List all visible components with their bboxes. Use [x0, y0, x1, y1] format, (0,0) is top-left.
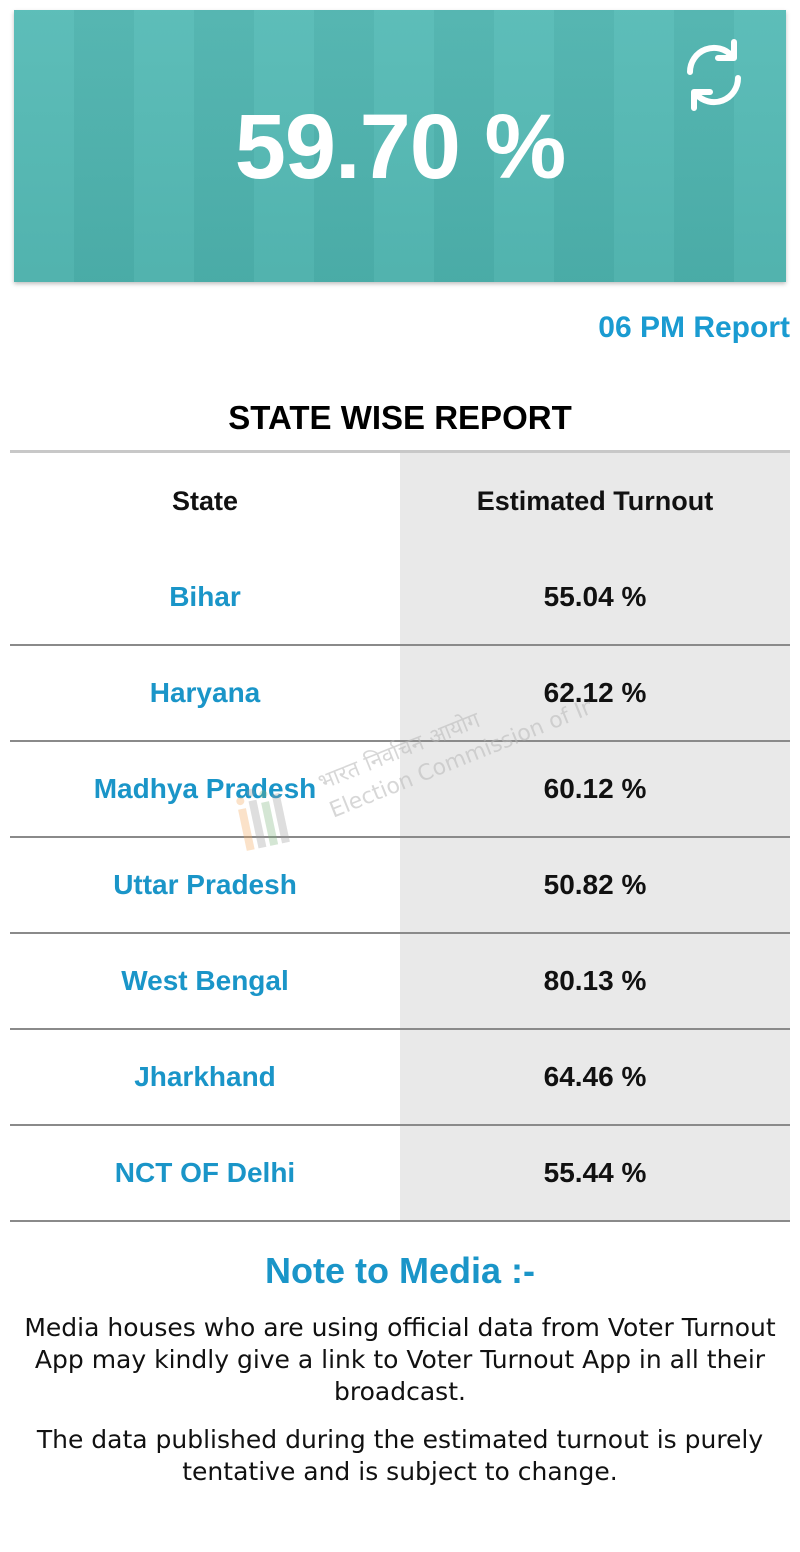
note-paragraph: Media houses who are using official data…	[24, 1313, 776, 1406]
note-to-media-title: Note to Media :-	[265, 1250, 535, 1291]
table-header-row: State Estimated Turnout	[10, 453, 790, 550]
refresh-icon	[686, 39, 742, 111]
table-row: NCT OF Delhi 55.44 %	[10, 1126, 790, 1222]
state-name-link[interactable]: Uttar Pradesh	[113, 869, 297, 900]
state-name-link[interactable]: NCT OF Delhi	[114, 1157, 296, 1188]
state-wise-report-title: STATE WISE REPORT	[228, 399, 572, 436]
table-row: Madhya Pradesh 60.12 %	[10, 742, 790, 838]
table-row: Uttar Pradesh 50.82 %	[10, 838, 790, 934]
state-turnout-value: 60.12 %	[400, 742, 790, 836]
state-turnout-value: 62.12 %	[400, 646, 790, 740]
table-row: Haryana 62.12 %	[10, 646, 790, 742]
state-turnout-value: 55.44 %	[400, 1126, 790, 1220]
state-name-link[interactable]: Madhya Pradesh	[93, 773, 317, 804]
overall-turnout-banner	[14, 10, 786, 282]
column-header-turnout: Estimated Turnout	[400, 453, 790, 550]
column-header-state: State	[171, 486, 239, 516]
table-row: Jharkhand 64.46 %	[10, 1030, 790, 1126]
state-turnout-value: 80.13 %	[400, 934, 790, 1028]
state-name-link[interactable]: Haryana	[149, 677, 261, 708]
state-turnout-value: 64.46 %	[400, 1030, 790, 1124]
note-paragraph: The data published during the estimated …	[36, 1425, 764, 1486]
state-name-link[interactable]: Jharkhand	[134, 1061, 276, 1092]
refresh-button[interactable]	[676, 36, 752, 112]
table-row: West Bengal 80.13 %	[10, 934, 790, 1030]
state-name-link[interactable]: West Bengal	[121, 965, 289, 996]
state-name-link[interactable]: Bihar	[169, 581, 241, 612]
state-turnout-table: State Estimated Turnout Bihar 55.04 % Ha…	[10, 450, 790, 1222]
table-row: Bihar 55.04 %	[10, 550, 790, 646]
state-turnout-value: 55.04 %	[400, 550, 790, 644]
overall-turnout-value: 59.70 %	[234, 96, 567, 198]
report-time-link[interactable]: 06 PM Report	[598, 311, 790, 344]
state-turnout-value: 50.82 %	[400, 838, 790, 932]
